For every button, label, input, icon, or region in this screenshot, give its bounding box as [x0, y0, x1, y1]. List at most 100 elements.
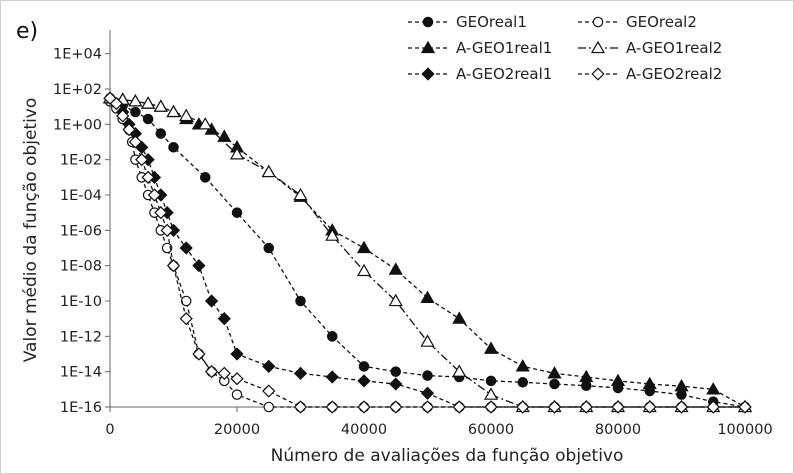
data-point-a-geo1real2	[198, 117, 213, 130]
data-point-georeal1	[422, 370, 433, 381]
data-point-a-geo1real2	[452, 364, 467, 377]
legend-entry-georeal1: GEOreal1	[408, 13, 527, 31]
data-point-a-geo2real2	[122, 123, 136, 137]
data-point-a-geo2real2	[116, 109, 130, 123]
data-point-a-geo2real2	[293, 400, 308, 414]
data-point-a-geo2real2	[643, 400, 657, 414]
legend-entry-a-geo1real1: A-GEO1real1	[408, 39, 552, 57]
data-point-a-geo2real2	[135, 153, 149, 167]
legend-marker	[422, 16, 434, 28]
legend: GEOreal1 GEOreal2 A-GEO1real1 A-GEO1real2 A-…	[408, 13, 722, 83]
data-point-a-geo2real2	[357, 400, 371, 414]
series-line-a-geo2real2	[109, 97, 745, 408]
series-line-georeal1	[109, 97, 746, 408]
legend-label: A-GEO2real1	[456, 65, 552, 83]
data-point-georeal1	[485, 375, 497, 387]
y-tick-label: 1E+04	[53, 47, 102, 63]
data-point-a-geo2real1	[325, 370, 339, 384]
data-point-a-geo2real1	[192, 259, 206, 273]
data-point-a-geo1real2	[166, 104, 181, 118]
y-tick-label: 1E+02	[53, 82, 102, 98]
data-point-georeal1	[549, 378, 560, 390]
data-point-a-geo2real2	[611, 400, 625, 414]
x-axis-title: Número de avaliações da função objetivo	[271, 446, 624, 466]
data-point-georeal1	[517, 377, 529, 388]
data-point-a-geo2real2	[706, 400, 720, 414]
data-point-a-geo2real2	[547, 400, 562, 414]
data-point-a-geo1real2	[356, 263, 372, 277]
data-point-a-geo2real1	[357, 374, 371, 388]
legend-label: GEOreal2	[626, 13, 697, 31]
data-point-a-geo2real1	[204, 294, 219, 308]
series-layer	[102, 90, 753, 414]
data-point-a-geo2real2	[484, 400, 498, 414]
x-tick-label: 0	[105, 422, 114, 438]
data-point-a-geo2real2	[389, 400, 403, 414]
data-point-a-geo2real2	[154, 206, 168, 220]
data-point-a-geo1real2	[420, 334, 435, 347]
y-tick-label: 1E-08	[60, 259, 102, 275]
data-point-a-geo2real2	[516, 400, 530, 414]
y-tick-label: 1E-12	[60, 329, 102, 345]
data-point-a-geo2real2	[738, 400, 752, 414]
data-point-a-geo2real1	[179, 241, 193, 255]
data-point-georeal1	[263, 242, 275, 254]
data-point-a-geo1real1	[610, 373, 626, 387]
data-point-a-geo2real2	[452, 400, 466, 414]
y-tick-label: 1E-02	[60, 153, 102, 169]
data-point-a-geo2real2	[192, 347, 206, 361]
series-line-georeal2	[109, 100, 745, 408]
series-a-geo2real1	[103, 91, 752, 414]
data-point-a-geo1real1	[515, 359, 530, 372]
data-point-a-geo1real1	[452, 311, 467, 324]
data-point-a-geo1real2	[128, 94, 143, 107]
data-point-georeal1	[326, 331, 338, 342]
legend-entry-a-geo2real2: A-GEO2real2	[578, 65, 722, 83]
data-point-a-geo2real2	[147, 188, 162, 202]
data-point-a-geo1real2	[179, 108, 194, 122]
x-tick-label: 60000	[468, 422, 514, 438]
series-a-geo2real2	[103, 91, 752, 414]
data-point-a-geo1real2	[261, 164, 276, 178]
data-point-a-geo2real2	[141, 170, 155, 184]
data-point-a-geo2real1	[230, 347, 244, 361]
data-point-a-geo2real2	[230, 372, 244, 386]
data-point-a-geo2real2	[262, 384, 276, 398]
data-point-a-geo2real1	[389, 377, 403, 391]
legend-marker	[592, 16, 604, 28]
data-point-a-geo1real2	[293, 187, 308, 201]
data-point-a-geo1real1	[356, 240, 372, 254]
data-point-georeal1	[295, 295, 306, 307]
data-point-a-geo2real2	[217, 366, 231, 381]
data-point-a-geo2real2	[160, 223, 174, 237]
data-point-a-geo2real1	[217, 312, 231, 326]
data-point-a-geo1real1	[579, 369, 594, 383]
x-tick-label: 80000	[595, 422, 641, 438]
legend-marker	[421, 67, 435, 81]
series-line-a-geo1real2	[109, 97, 745, 408]
legend-marker	[591, 67, 605, 81]
series-a-geo1real1	[102, 90, 753, 413]
legend-label: GEOreal1	[456, 13, 527, 31]
legend-entry-a-geo2real1: A-GEO2real1	[408, 65, 552, 83]
data-point-georeal2	[263, 401, 275, 413]
data-point-georeal1	[155, 128, 167, 139]
data-point-georeal1	[142, 113, 154, 125]
legend-label: A-GEO1real1	[456, 39, 552, 57]
data-point-a-geo1real1	[217, 129, 232, 142]
legend-marker	[420, 40, 436, 54]
series-georeal2	[104, 96, 751, 413]
data-point-a-geo1real2	[325, 228, 340, 241]
data-point-a-geo2real2	[166, 259, 181, 273]
data-point-a-geo2real1	[262, 359, 276, 373]
legend-label: A-GEO1real2	[626, 39, 722, 57]
data-point-a-geo2real2	[179, 312, 193, 326]
data-point-georeal1	[390, 366, 402, 377]
data-point-georeal2	[231, 389, 243, 400]
y-tick-label: 1E-14	[60, 365, 102, 381]
data-point-a-geo1real1	[674, 378, 689, 392]
data-point-a-geo2real2	[325, 400, 339, 414]
data-point-a-geo1real2	[388, 293, 403, 307]
data-point-georeal1	[580, 380, 592, 392]
